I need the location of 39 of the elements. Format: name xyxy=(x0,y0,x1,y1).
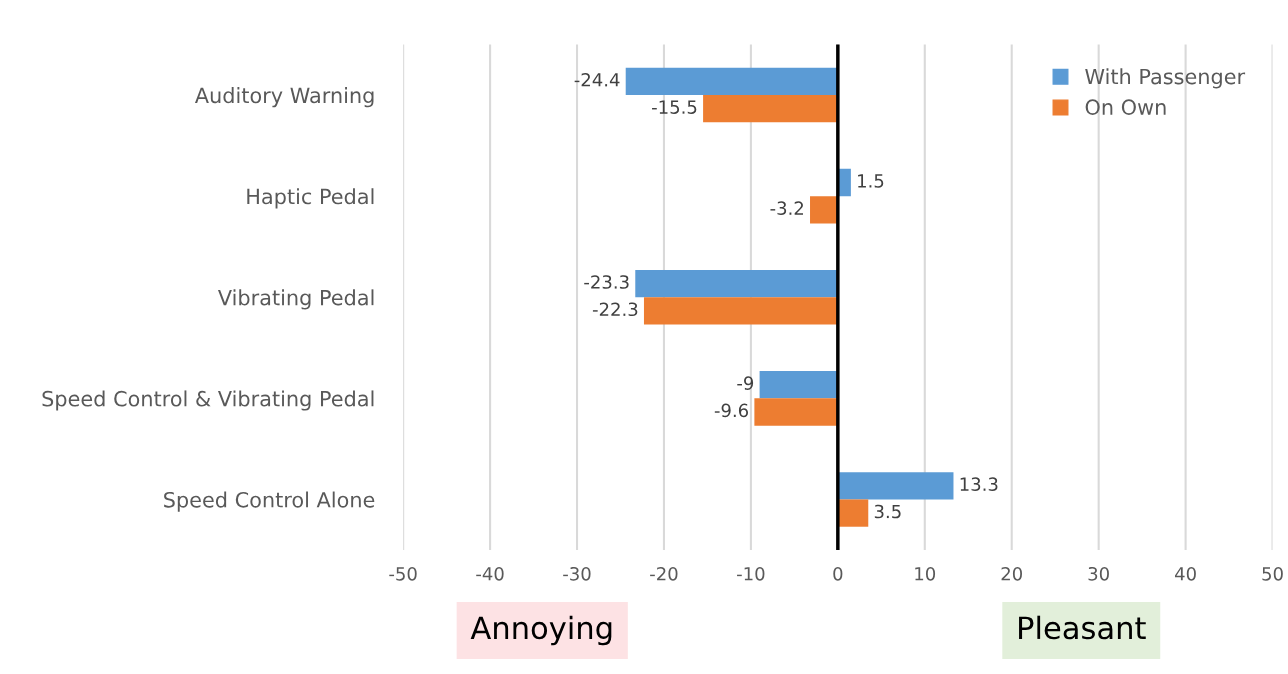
bar xyxy=(635,269,838,298)
legend-label: On Own xyxy=(1085,99,1166,115)
legend-label: With Passenger xyxy=(1085,68,1246,89)
y-tick-label: Auditory Warning xyxy=(194,87,374,108)
text: Annoying xyxy=(470,615,612,646)
bar xyxy=(625,67,838,96)
x-tick-label: -10 xyxy=(737,566,765,581)
data-label: 13.3 xyxy=(960,477,998,492)
bar xyxy=(837,472,954,500)
x-tick-label: 30 xyxy=(1088,566,1109,581)
data-label: -22.3 xyxy=(592,302,638,317)
data-label: -24.4 xyxy=(574,72,620,87)
y-tick-label: Speed Control & Vibrating Pedal xyxy=(42,390,374,411)
x-tick-label: 40 xyxy=(1175,566,1196,581)
x-tick-label: -20 xyxy=(650,566,678,581)
bar xyxy=(703,95,838,123)
data-label: 1.5 xyxy=(858,174,884,188)
x-tick-label: -40 xyxy=(476,566,504,581)
bar xyxy=(810,196,838,224)
x-tick-label: 20 xyxy=(1001,566,1023,581)
data-label: -3.2 xyxy=(770,201,803,216)
x-tick-label: 0 xyxy=(833,566,843,581)
x-tick-label: -30 xyxy=(563,566,591,581)
data-label: -15.5 xyxy=(652,100,697,114)
data-label: 3.5 xyxy=(874,504,901,519)
x-tick-label: -50 xyxy=(389,566,417,581)
data-label: -23.3 xyxy=(584,275,629,289)
bar xyxy=(643,297,838,325)
x-tick-label: 50 xyxy=(1262,566,1283,581)
y-tick-label: Vibrating Pedal xyxy=(217,289,374,310)
data-label: -9.6 xyxy=(714,403,749,418)
x-tick-label: 10 xyxy=(915,566,936,581)
data-label: -9 xyxy=(737,376,754,390)
text: Pleasant xyxy=(1019,615,1146,640)
y-tick-label: Speed Control Alone xyxy=(164,491,375,512)
bar xyxy=(754,398,838,426)
y-tick-label: Haptic Pedal xyxy=(247,188,374,209)
bar xyxy=(759,371,838,399)
bar xyxy=(837,499,869,527)
